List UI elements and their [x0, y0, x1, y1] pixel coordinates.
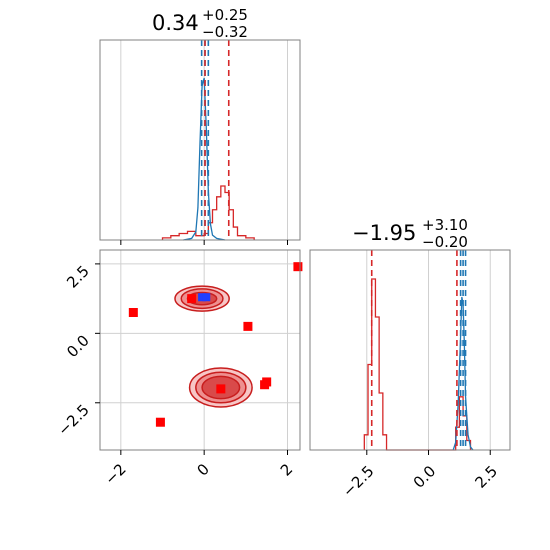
sample-markers	[128, 262, 303, 427]
title-minus-param-2: −0.20	[422, 233, 468, 251]
scatter-panel: −2 0 2 2.5 0.0 −2.5	[54, 249, 303, 488]
x-tick-label: 2.5	[471, 462, 501, 492]
x-ticks	[120, 240, 288, 245]
y-tick-label: 2.5	[63, 262, 93, 292]
series-histogram	[363, 278, 472, 451]
title-plus-param-2: +3.10	[422, 216, 468, 234]
histogram-panel-param-1: 0.34 +0.25 −0.32	[99, 6, 301, 245]
series-density	[183, 77, 226, 241]
title-value-param-1: 0.34	[152, 11, 199, 35]
title-plus-param-1: +0.25	[202, 6, 248, 24]
grid-lines	[366, 250, 491, 450]
x-tick-label: −2.5	[339, 462, 377, 500]
histogram-panel-param-2: −1.95 +3.10 −0.20 −2.5 0.0 2.5	[309, 216, 511, 501]
axes-frame	[309, 249, 511, 451]
sample-marker	[128, 308, 138, 317]
title-value-param-2: −1.95	[352, 221, 416, 245]
axes-frame	[99, 249, 301, 451]
sample-marker	[262, 377, 272, 387]
histogram-series	[161, 77, 255, 241]
grid-lines	[100, 250, 300, 450]
x-tick-label: 0	[194, 460, 213, 479]
sample-marker	[243, 321, 253, 331]
quantile-lines	[370, 250, 467, 450]
x-tick-label: 0.0	[410, 462, 440, 492]
grid-lines	[120, 40, 288, 240]
x-tick-label: 2	[277, 460, 296, 479]
truth-marker	[198, 293, 207, 302]
y-tick-label: 0.0	[63, 331, 93, 361]
sample-marker	[216, 384, 226, 394]
x-tick-label: −2	[101, 460, 129, 488]
series-histogram	[161, 185, 255, 240]
density-contours	[174, 285, 253, 408]
sample-marker	[293, 262, 303, 272]
x-ticks: −2.5 0.0 2.5	[339, 450, 501, 501]
sample-marker	[187, 294, 197, 304]
y-tick-label: −2.5	[54, 401, 92, 439]
truth-marker	[202, 293, 211, 302]
quantile-lines	[200, 40, 230, 240]
title-minus-param-1: −0.32	[202, 23, 248, 41]
sample-marker	[155, 417, 165, 427]
axes-frame	[99, 39, 301, 241]
